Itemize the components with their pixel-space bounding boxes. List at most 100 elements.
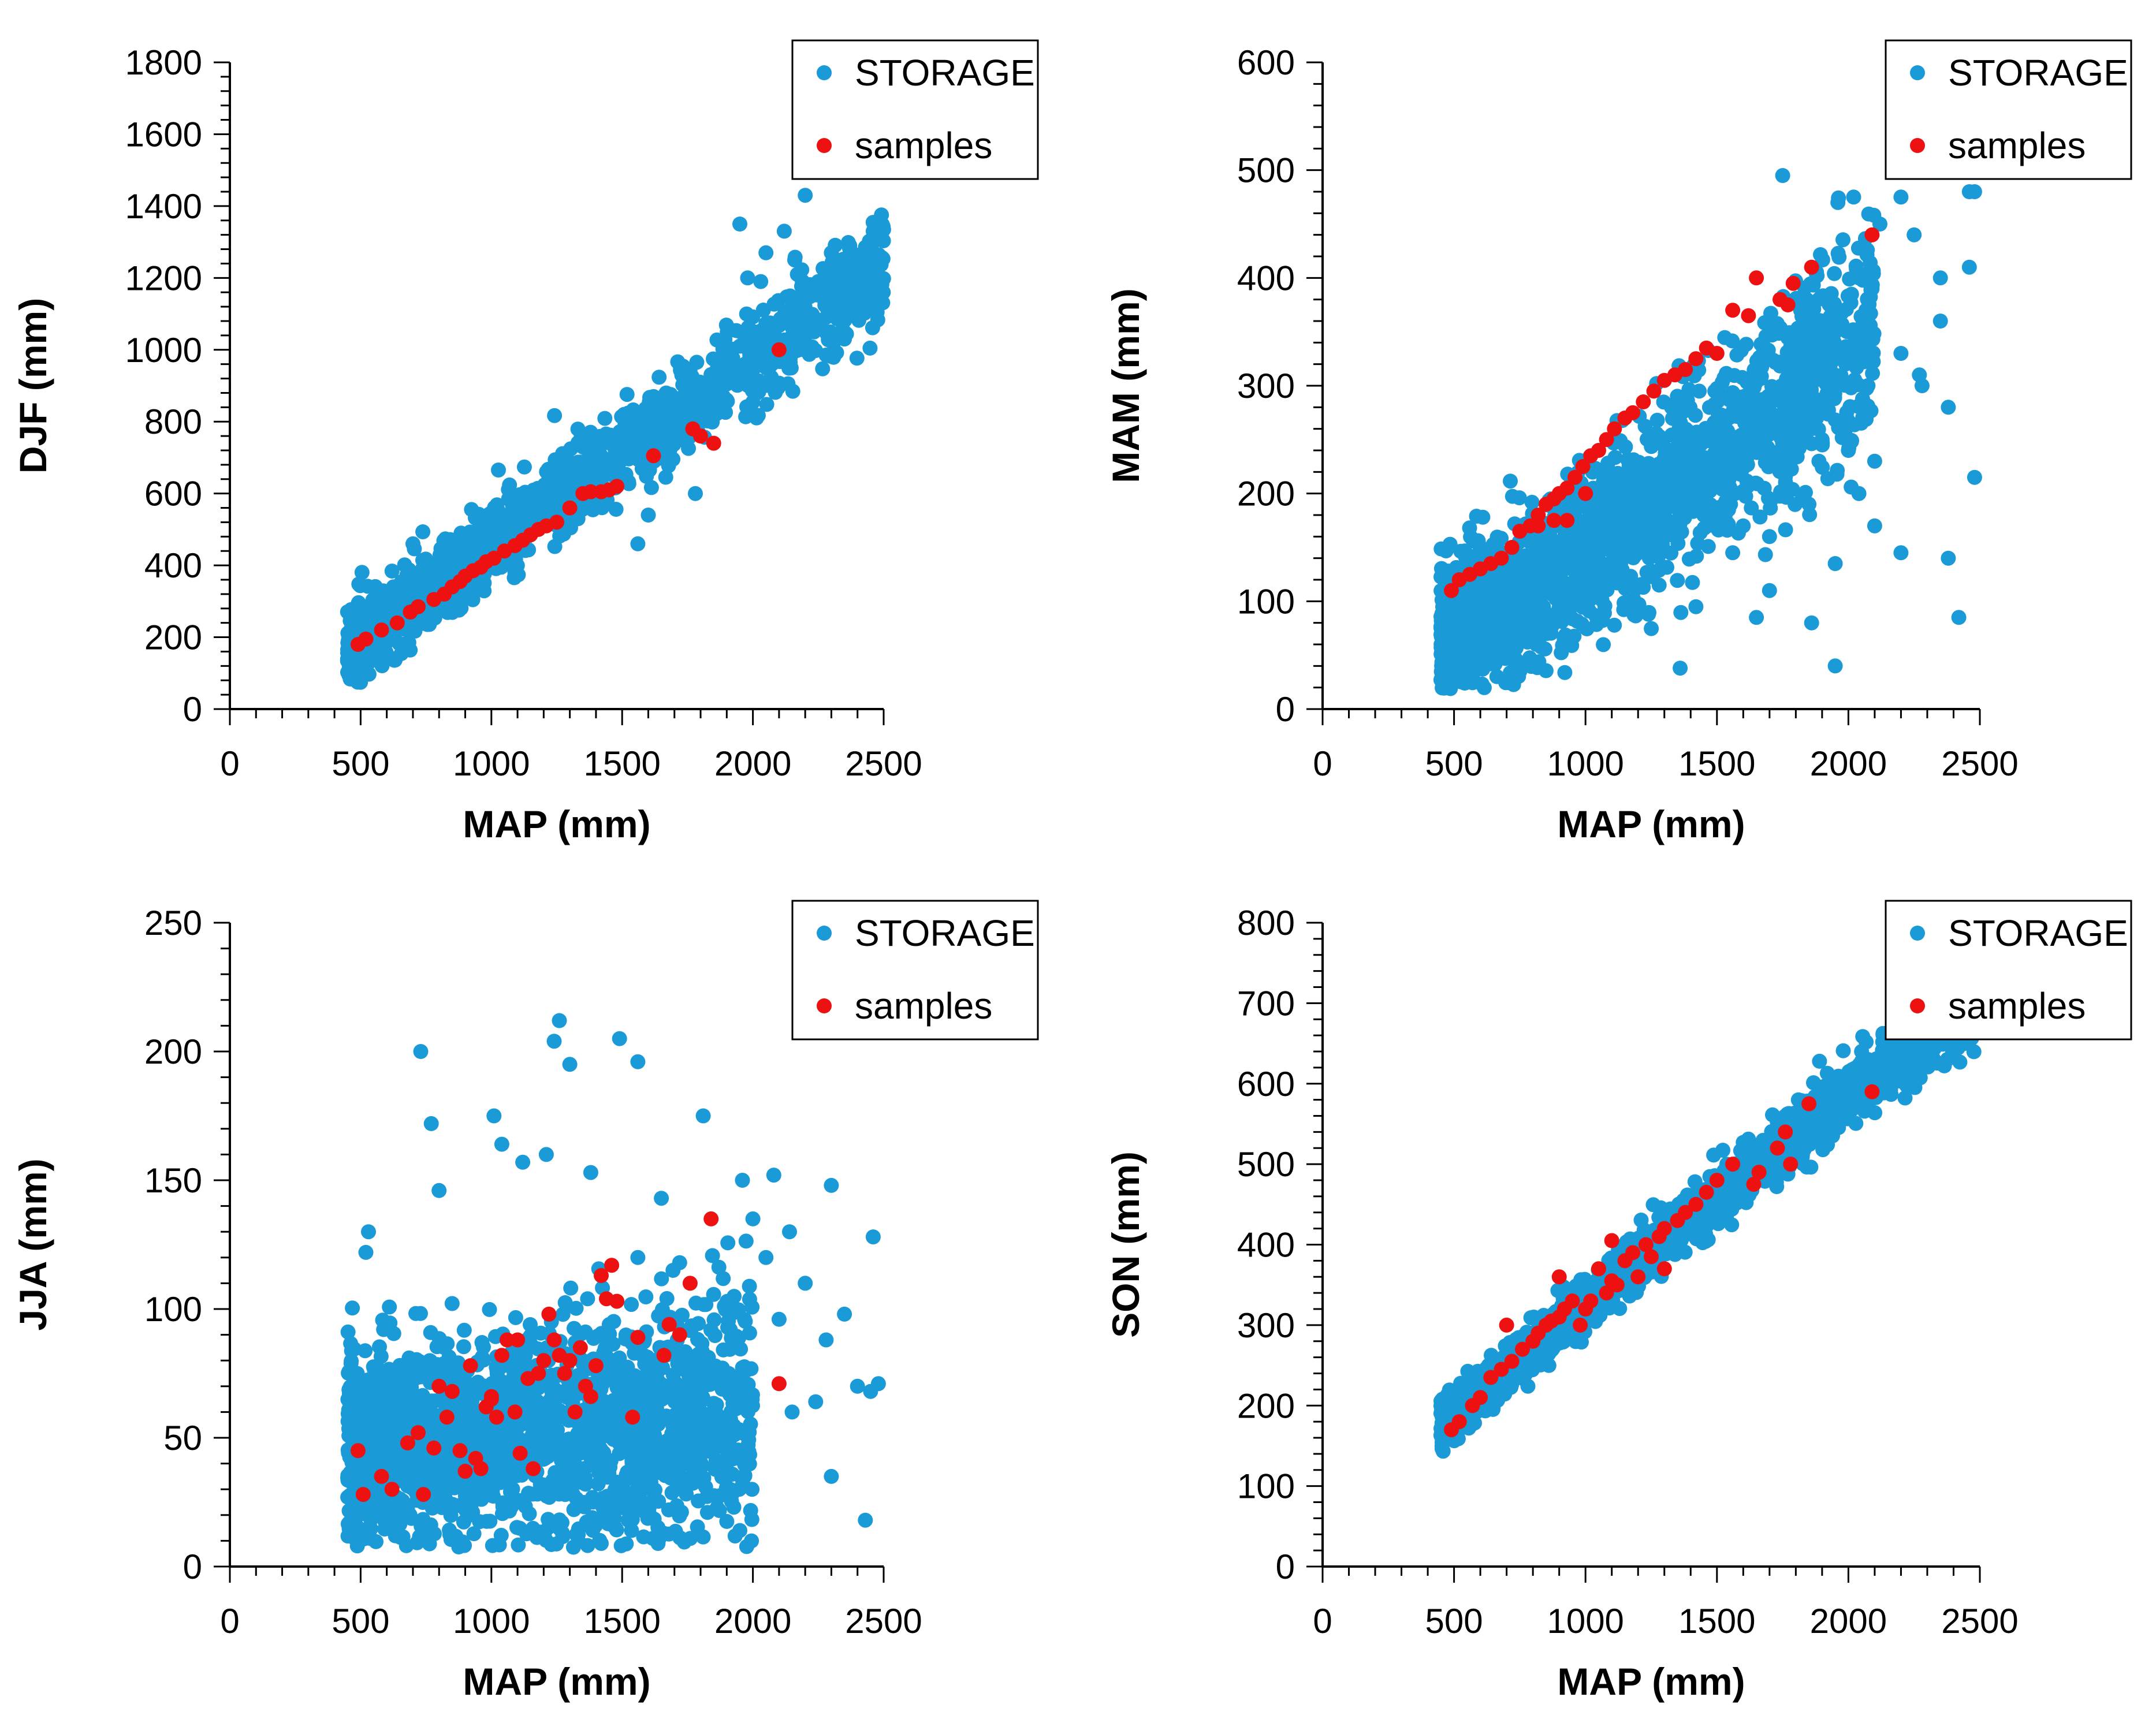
storage-point: [860, 277, 876, 293]
legend-marker-storage: [1910, 65, 1925, 80]
storage-point: [870, 259, 886, 275]
x-tick-label: 2000: [714, 744, 791, 783]
storage-point: [415, 524, 431, 539]
x-axis-title: MAP (mm): [1557, 803, 1745, 845]
storage-point: [1670, 444, 1686, 460]
storage-point: [368, 603, 383, 618]
y-tick-label: 500: [1237, 151, 1295, 190]
storage-point: [628, 427, 643, 442]
y-tick-label: 1200: [125, 259, 202, 297]
storage-point: [1712, 499, 1728, 515]
storage-point: [1846, 189, 1861, 205]
storage-point: [1504, 596, 1519, 611]
storage-point: [753, 274, 769, 289]
storage-point: [664, 1485, 680, 1500]
storage-point: [1749, 610, 1764, 625]
storage-point: [1833, 371, 1848, 386]
y-tick-label: 1400: [125, 187, 202, 226]
y-axis-title: MAM (mm): [1104, 288, 1147, 483]
storage-point: [824, 245, 839, 260]
storage-point: [1757, 412, 1773, 427]
storage-point: [1719, 462, 1735, 478]
storage-point: [1744, 374, 1760, 390]
storage-point: [1951, 610, 1967, 625]
storage-point: [1932, 270, 1948, 286]
storage-point: [456, 1322, 472, 1338]
storage-point: [1554, 645, 1569, 661]
storage-point: [777, 306, 792, 322]
x-axis-title: MAP (mm): [463, 803, 650, 845]
storage-point: [738, 409, 754, 424]
storage-point: [737, 1312, 753, 1327]
storage-point: [740, 270, 755, 286]
storage-point: [1541, 575, 1557, 590]
legend-marker-samples: [1910, 138, 1925, 153]
storage-point: [476, 1339, 491, 1355]
storage-point: [1755, 337, 1770, 353]
storage-point: [483, 506, 498, 521]
storage-point: [674, 1348, 690, 1363]
samples-point: [693, 428, 708, 444]
storage-point: [1482, 624, 1498, 639]
storage-point: [849, 350, 865, 366]
storage-point: [1595, 613, 1610, 628]
storage-point: [1610, 530, 1625, 546]
storage-point: [1809, 330, 1825, 345]
y-tick-label: 400: [1237, 259, 1295, 297]
storage-point: [732, 217, 747, 232]
storage-point: [1526, 583, 1541, 599]
storage-point: [1864, 281, 1880, 296]
storage-point: [1638, 543, 1654, 559]
legend-label: STORAGE: [855, 52, 1035, 94]
storage-point: [557, 451, 572, 467]
storage-point: [470, 527, 486, 542]
y-tick-label: 0: [183, 690, 202, 729]
y-tick-label: 300: [1237, 367, 1295, 405]
storage-point: [1788, 497, 1803, 512]
samples-point: [1864, 227, 1880, 243]
storage-point: [1775, 168, 1790, 183]
storage-point: [1578, 569, 1593, 584]
storage-point: [1433, 672, 1448, 688]
storage-point: [1961, 259, 1977, 275]
storage-point: [1827, 556, 1843, 571]
storage-point: [1851, 270, 1867, 286]
samples-point: [1636, 394, 1651, 409]
samples-point: [706, 435, 721, 451]
y-tick-label: 800: [144, 402, 202, 441]
storage-point: [712, 1503, 727, 1518]
samples-point: [389, 615, 405, 631]
storage-point: [448, 1528, 464, 1544]
storage-point: [1655, 488, 1671, 504]
x-tick-label: 2500: [1941, 744, 2018, 783]
x-tick-label: 0: [220, 744, 239, 783]
storage-point: [1532, 560, 1548, 575]
storage-point: [1746, 421, 1762, 437]
storage-point: [675, 359, 691, 374]
storage-point: [1688, 408, 1703, 423]
samples-point: [1531, 518, 1546, 534]
samples-point: [1607, 421, 1622, 437]
x-tick-label: 500: [1425, 744, 1483, 783]
storage-point: [1524, 494, 1540, 510]
storage-point: [1641, 605, 1656, 620]
storage-point: [1827, 266, 1842, 281]
samples-point: [374, 622, 389, 638]
storage-point: [1453, 611, 1468, 627]
storage-point: [344, 1343, 359, 1359]
storage-point: [815, 361, 831, 376]
storage-point: [539, 464, 554, 480]
storage-point: [1711, 522, 1726, 538]
storage-point: [624, 1297, 639, 1312]
storage-point: [522, 1506, 537, 1522]
storage-point: [1726, 403, 1741, 419]
storage-point: [1670, 573, 1685, 588]
storage-point: [1496, 568, 1512, 584]
samples-point: [358, 631, 374, 647]
storage-point: [1659, 560, 1674, 575]
samples-point: [1804, 259, 1819, 275]
y-tick-label: 200: [1237, 475, 1295, 513]
storage-point: [405, 536, 420, 551]
storage-point: [739, 1539, 754, 1554]
storage-point: [1597, 598, 1613, 614]
